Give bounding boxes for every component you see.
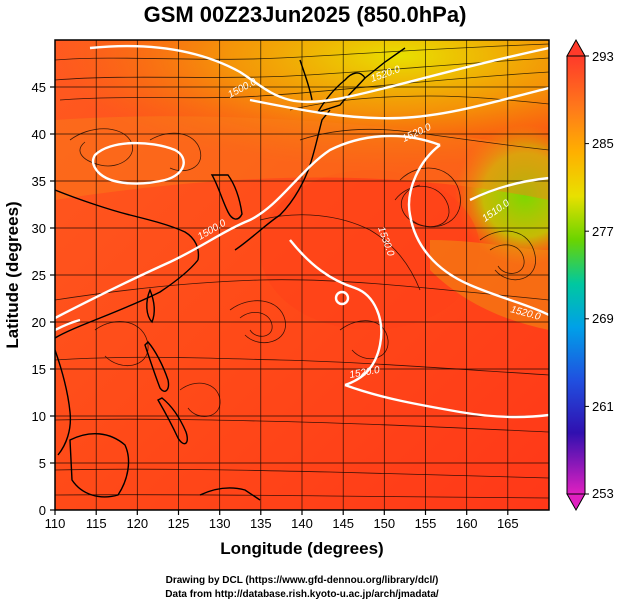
contour-1520-south [344,383,549,419]
contour-closed-low [91,141,185,185]
x-tick-labels: 110 115 120 125 130 135 140 145 150 155 … [45,516,519,531]
y-tick-label: 35 [32,174,46,189]
coastline-japan-honshu [234,109,331,251]
y-tick-label: 40 [32,127,46,142]
contour-1530-central [289,239,383,387]
x-tick-label: 155 [415,516,437,531]
wind-streamlines [55,43,549,499]
x-tick-label: 135 [250,516,272,531]
coastline-japan-hokkaido [316,72,366,114]
y-axis-label: Latitude (degrees) [3,201,22,348]
chart-title: GSM 00Z23Jun2025 (850.0hPa) [144,2,467,27]
colorbar-gradient [566,55,586,495]
coastlines [55,47,406,501]
contour-tail-south-west [55,318,81,332]
coastline-philippines-luzon [144,340,170,392]
colorbar-bottom-arrow [566,493,586,512]
credit-drawing: Drawing by DCL (https://www.gfd-dennou.o… [166,575,439,586]
coastline-newguinea [199,487,261,501]
temperature-field-east-cool [455,125,549,265]
x-tick-label: 110 [45,516,66,531]
coastline-kuril [364,47,406,79]
contour-1520-east [407,144,549,317]
colorbar: 293 285 277 269 261 253 [566,38,614,512]
axis-ticks [50,86,509,515]
height-contours [55,44,549,419]
y-tick-label: 5 [39,456,46,471]
colorbar-top-arrow [566,38,586,57]
coastline-sakhalin [299,59,313,101]
contour-1500-west [55,134,441,320]
x-tick-label: 120 [126,516,148,531]
x-tick-label: 165 [497,516,519,531]
colorbar-tick-label: 285 [592,136,614,151]
coastline-borneo [69,433,130,498]
temperature-field-central-warm [260,170,480,330]
contour-1520-mid [249,86,549,120]
x-tick-label: 145 [332,516,354,531]
credit-data: Data from http://database.rish.kyoto-u.a… [165,589,439,600]
temperature-field-east-band [430,240,549,330]
contour-label: 1520.0 [349,365,381,381]
colorbar-tick-label: 269 [592,311,614,326]
y-tick-label: 15 [32,362,46,377]
y-tick-label: 20 [32,315,46,330]
x-tick-label: 160 [456,516,478,531]
y-tick-label: 45 [32,80,46,95]
contour-small-ring [334,290,350,306]
colorbar-tick-label: 293 [592,49,614,64]
x-tick-label: 130 [209,516,231,531]
y-tick-label: 30 [32,221,46,236]
colorbar-tick-label: 277 [592,224,614,239]
colorbar-tick-label: 253 [592,486,614,501]
y-tick-label: 0 [39,503,46,518]
x-axis-label: Longitude (degrees) [220,539,383,558]
coastline-korea [210,174,243,220]
x-tick-label: 125 [168,516,190,531]
x-tick-label: 150 [373,516,395,531]
coastline-indochina [55,349,72,456]
coastline-china-north [55,189,200,261]
y-tick-labels: 0 5 10 15 20 25 30 35 40 45 [32,80,46,518]
contour-1500-north [89,44,549,104]
y-tick-label: 10 [32,409,46,424]
x-tick-label: 115 [86,516,107,531]
y-tick-label: 25 [32,268,46,283]
coastline-china-south [55,259,199,339]
contour-1510-east [469,176,549,202]
colorbar-tick-label: 261 [592,399,614,414]
x-tick-label: 140 [291,516,313,531]
plot-area: 1500.0 1520.0 1500.0 1530.0 1520.0 1520.… [55,40,549,510]
grid-lines [55,40,549,510]
